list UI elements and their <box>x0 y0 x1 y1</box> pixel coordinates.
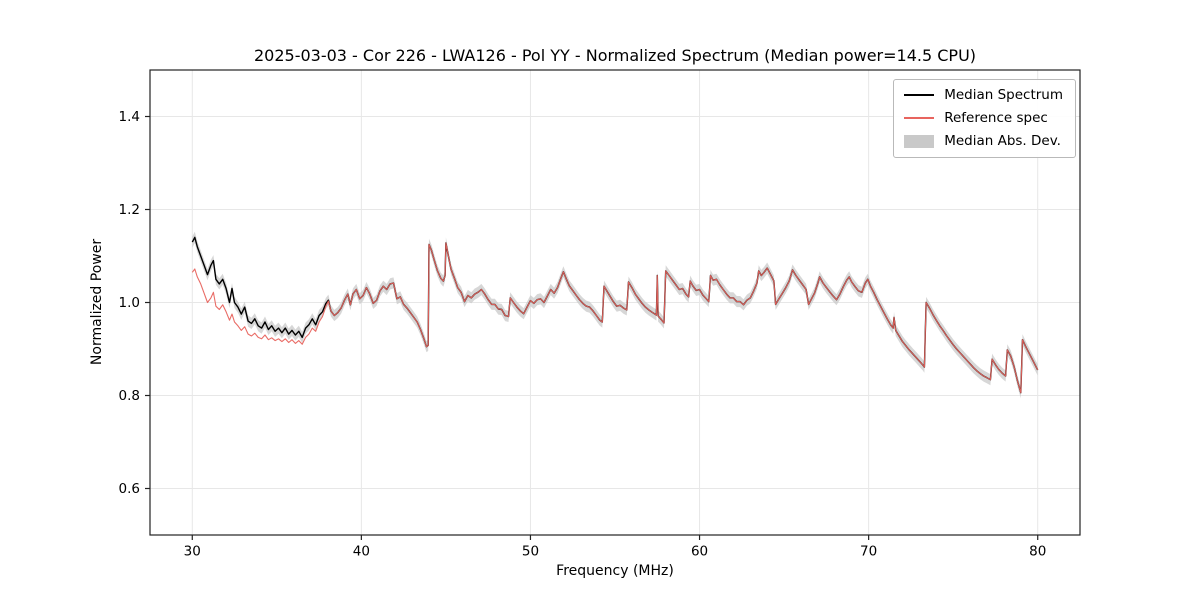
x-axis-label: Frequency (MHz) <box>556 563 674 579</box>
x-tick-label: 60 <box>691 544 708 560</box>
reference-spec-line-swatch <box>904 117 935 119</box>
y-tick-label: 1.0 <box>119 295 140 311</box>
x-tick-label: 70 <box>860 544 877 560</box>
legend: Median Spectrum Reference spec Median Ab… <box>893 79 1076 158</box>
reference-spec-line <box>191 242 1039 394</box>
legend-label-reference-spec: Reference spec <box>944 110 1048 126</box>
legend-label-median-spectrum: Median Spectrum <box>944 87 1063 103</box>
median-spectrum-line <box>191 236 1039 394</box>
legend-label-median-abs-dev: Median Abs. Dev. <box>944 133 1061 149</box>
legend-item-median-abs-dev: Median Abs. Dev. <box>904 133 1063 149</box>
y-tick-label: 1.2 <box>119 202 140 218</box>
x-tick-label: 40 <box>353 544 370 560</box>
median-spectrum-line-swatch <box>904 94 935 96</box>
x-tick-label: 30 <box>184 544 201 560</box>
x-tick-label: 80 <box>1029 544 1046 560</box>
y-tick-label: 0.8 <box>119 388 140 404</box>
y-axis-label: Normalized Power <box>89 238 105 366</box>
y-tick-label: 1.4 <box>119 109 140 125</box>
y-tick-label: 0.6 <box>119 481 140 497</box>
median-abs-dev-patch-swatch <box>904 134 935 148</box>
x-tick-label: 50 <box>522 544 539 560</box>
legend-item-median-spectrum: Median Spectrum <box>904 87 1063 103</box>
legend-item-reference-spec: Reference spec <box>904 110 1063 126</box>
plot-title: 2025-03-03 - Cor 226 - LWA126 - Pol YY -… <box>253 46 977 65</box>
